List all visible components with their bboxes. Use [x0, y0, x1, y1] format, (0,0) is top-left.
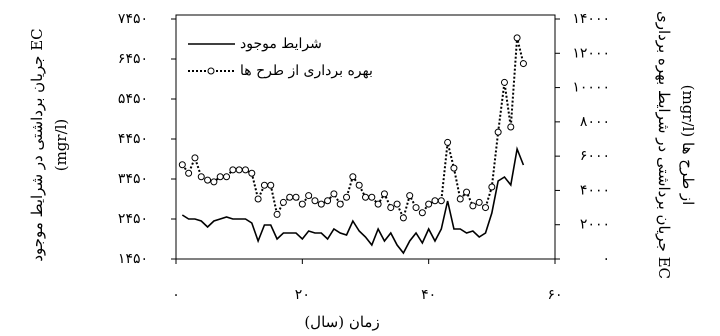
point: [241, 166, 249, 174]
point: [197, 173, 205, 181]
point: [311, 197, 319, 205]
y2-tick-label: ۲۰۰۰: [580, 217, 610, 233]
point: [494, 128, 502, 136]
point: [279, 198, 287, 206]
y2-tick-label: ۱۰۰۰۰: [572, 80, 610, 96]
y2-tick-label: ۱۴۰۰۰: [572, 11, 610, 27]
point: [273, 210, 281, 218]
point: [507, 123, 515, 131]
point: [324, 197, 332, 205]
y-tick-label: ۱۴۵۰: [118, 251, 148, 267]
point: [418, 209, 426, 217]
y2-tick-label: ۱۲۰۰۰: [572, 45, 610, 61]
point: [425, 200, 433, 208]
point: [185, 169, 193, 177]
point: [298, 200, 306, 208]
point: [355, 181, 363, 189]
point: [286, 193, 294, 201]
point: [210, 178, 218, 186]
point: [456, 195, 464, 203]
y2-tick-label: ۰: [602, 251, 610, 267]
legend-marker: [207, 67, 215, 75]
point: [387, 204, 395, 212]
point: [488, 183, 496, 191]
point: [406, 192, 414, 200]
point: [513, 34, 521, 42]
y2-tick-label: ۴۰۰۰: [580, 182, 610, 198]
plot-frame: [175, 14, 556, 260]
y2-axis-label: از طرح ها (mgr/l): [679, 85, 697, 206]
point: [330, 190, 338, 198]
point: [463, 188, 471, 196]
series-line: [181, 146, 525, 255]
point: [267, 181, 275, 189]
point: [343, 193, 351, 201]
point: [500, 78, 508, 86]
point: [336, 200, 344, 208]
point: [248, 169, 256, 177]
point: [292, 193, 300, 201]
point: [444, 138, 452, 146]
point: [260, 181, 268, 189]
y2-tick-label: ۸۰۰۰: [580, 114, 610, 130]
point: [482, 204, 490, 212]
point: [254, 195, 262, 203]
point: [380, 190, 388, 198]
y-tick-label: ۳۴۵۰: [118, 171, 148, 187]
y-tick-label: ۶۴۵۰: [118, 51, 148, 67]
legend-label: بهره برداری از طرح ها: [240, 63, 373, 79]
point: [412, 204, 420, 212]
point: [235, 166, 243, 174]
x-tick-label: ۶۰: [547, 287, 562, 303]
y-tick-label: ۵۴۵۰: [118, 91, 148, 107]
x-tick-label: ۲۰: [295, 287, 310, 303]
point: [229, 166, 237, 174]
point: [178, 161, 186, 169]
y-axis-label: (mgr/l): [52, 119, 70, 172]
legend-label: شرایط موجود: [240, 36, 322, 52]
y-tick-label: ۷۴۵۰: [118, 11, 148, 27]
point: [305, 192, 313, 200]
point: [475, 198, 483, 206]
point: [469, 202, 477, 210]
point: [362, 193, 369, 201]
point: [450, 164, 458, 172]
point: [374, 200, 382, 208]
y-axis-label: EC جریان برداشتی در شرایط موجود: [28, 28, 46, 261]
point: [204, 176, 212, 184]
y2-axis-label: EC جریان برداشتی در شرایط بهره برداری: [655, 11, 673, 279]
point: [191, 154, 199, 162]
point: [399, 214, 407, 222]
x-tick-label: ۰: [172, 287, 180, 303]
point: [349, 173, 357, 181]
y-tick-label: ۲۴۵۰: [118, 211, 148, 227]
point: [437, 197, 445, 205]
point: [393, 200, 401, 208]
point: [431, 197, 439, 205]
x-axis-label: زمان (سال): [304, 313, 379, 331]
point: [317, 200, 325, 208]
y-tick-label: ۴۴۵۰: [118, 131, 148, 147]
point: [223, 173, 231, 181]
y2-tick-label: ۶۰۰۰: [580, 148, 610, 164]
x-tick-label: ۴۰: [421, 287, 436, 303]
point: [216, 173, 224, 181]
point: [519, 60, 527, 68]
point: [368, 193, 376, 201]
